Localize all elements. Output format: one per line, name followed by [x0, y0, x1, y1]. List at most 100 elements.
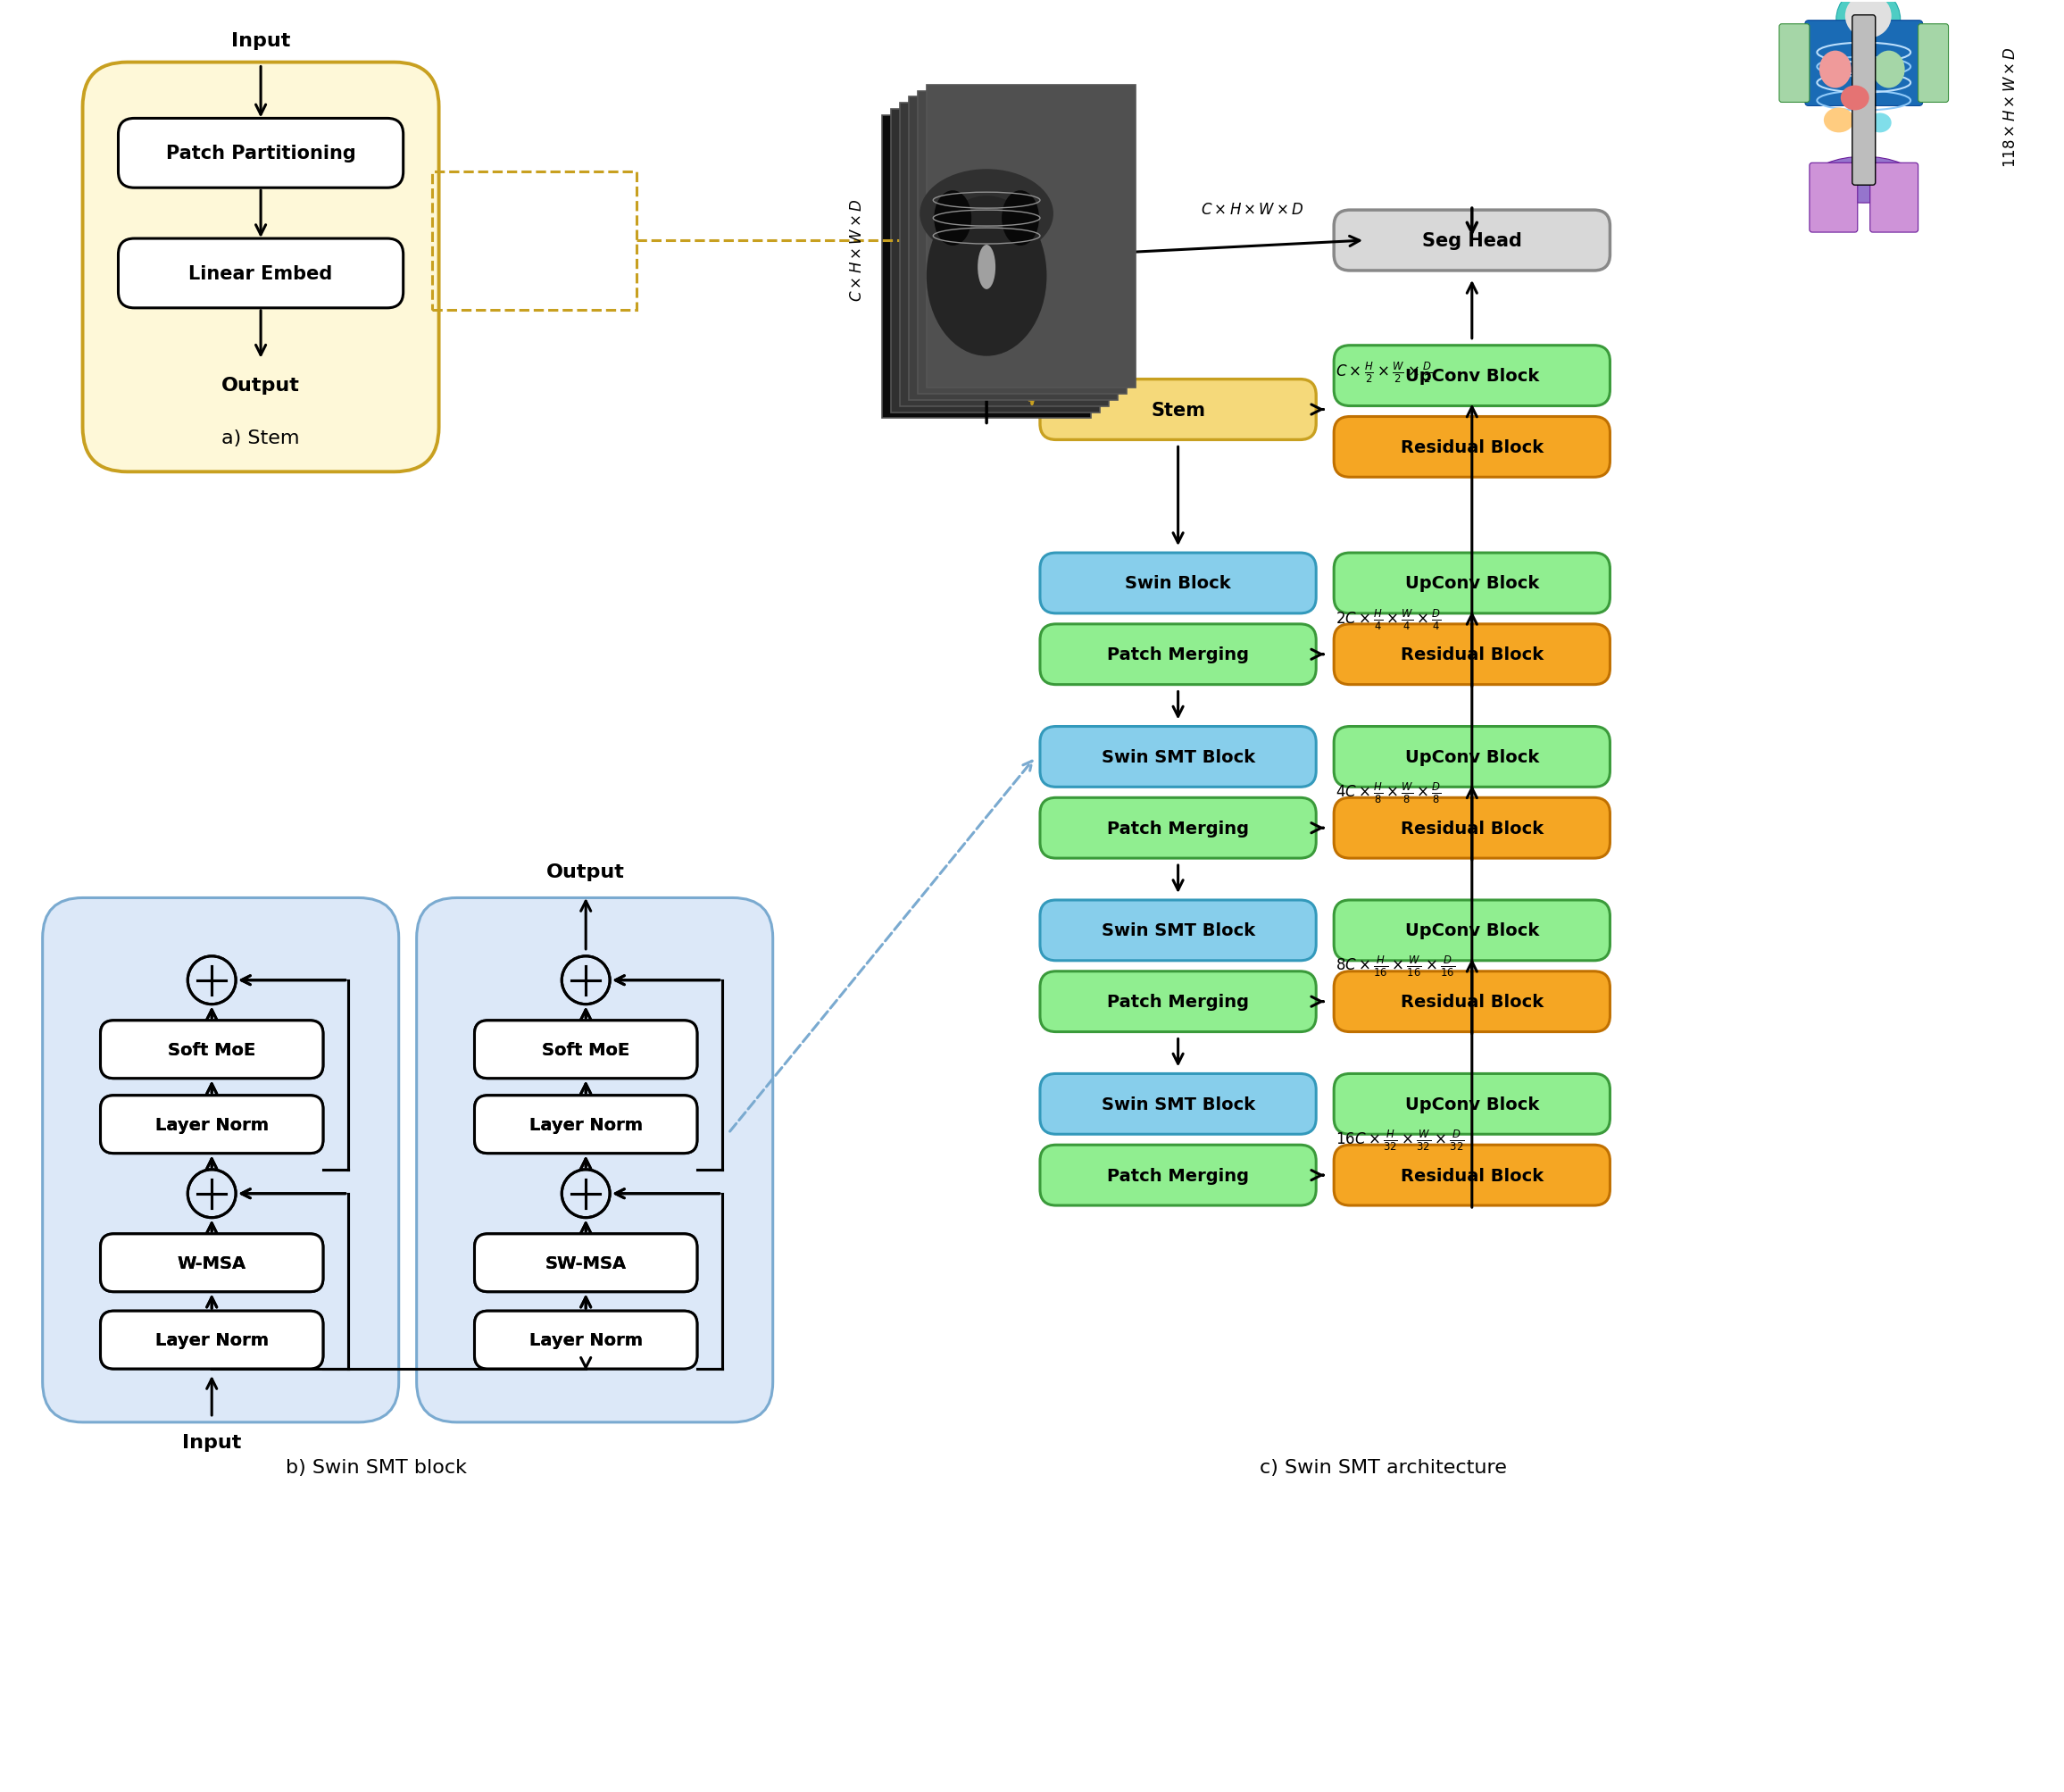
- Ellipse shape: [1868, 113, 1891, 133]
- FancyBboxPatch shape: [1333, 900, 1610, 961]
- FancyBboxPatch shape: [1040, 554, 1317, 615]
- Text: Patch Merging: Patch Merging: [1106, 993, 1249, 1011]
- FancyBboxPatch shape: [908, 99, 1119, 400]
- FancyBboxPatch shape: [101, 1312, 324, 1369]
- Text: Layer Norm: Layer Norm: [155, 1331, 268, 1349]
- FancyBboxPatch shape: [1333, 728, 1610, 787]
- FancyBboxPatch shape: [1748, 0, 1979, 233]
- Text: UpConv Block: UpConv Block: [1406, 367, 1540, 385]
- FancyBboxPatch shape: [1040, 971, 1317, 1032]
- Text: W-MSA: W-MSA: [178, 1254, 246, 1272]
- Text: Layer Norm: Layer Norm: [155, 1116, 268, 1133]
- Text: Residual Block: Residual Block: [1401, 439, 1544, 455]
- FancyBboxPatch shape: [1333, 797, 1610, 858]
- Text: Patch Merging: Patch Merging: [1106, 821, 1249, 837]
- FancyBboxPatch shape: [1779, 25, 1810, 104]
- FancyBboxPatch shape: [475, 1095, 698, 1154]
- Text: Residual Block: Residual Block: [1401, 993, 1544, 1011]
- Ellipse shape: [1845, 0, 1891, 39]
- FancyBboxPatch shape: [1040, 1145, 1317, 1206]
- Text: a) Stem: a) Stem: [221, 430, 299, 448]
- FancyBboxPatch shape: [1333, 554, 1610, 615]
- Text: c) Swin SMT architecture: c) Swin SMT architecture: [1259, 1459, 1507, 1477]
- FancyBboxPatch shape: [43, 898, 398, 1423]
- Text: Residual Block: Residual Block: [1401, 1167, 1544, 1185]
- FancyBboxPatch shape: [475, 1021, 698, 1079]
- Text: UpConv Block: UpConv Block: [1406, 1095, 1540, 1113]
- Text: $118\times H\times W\times D$: $118\times H\times W\times D$: [2002, 47, 2019, 168]
- Text: Layer Norm: Layer Norm: [155, 1331, 268, 1349]
- FancyBboxPatch shape: [927, 86, 1135, 387]
- Text: $2C\times\frac{H}{4}\times\frac{W}{4}\times\frac{D}{4}$: $2C\times\frac{H}{4}\times\frac{W}{4}\ti…: [1335, 607, 1443, 631]
- Text: UpConv Block: UpConv Block: [1406, 923, 1540, 939]
- Text: Soft MoE: Soft MoE: [167, 1041, 256, 1059]
- Text: Swin Block: Swin Block: [1125, 575, 1230, 591]
- Text: Patch Merging: Patch Merging: [1106, 647, 1249, 663]
- Text: SW-MSA: SW-MSA: [545, 1254, 627, 1272]
- Text: Swin SMT Block: Swin SMT Block: [1102, 1095, 1255, 1113]
- FancyBboxPatch shape: [1810, 163, 1858, 233]
- FancyBboxPatch shape: [1040, 797, 1317, 858]
- FancyBboxPatch shape: [1917, 25, 1948, 104]
- FancyBboxPatch shape: [900, 104, 1108, 407]
- Bar: [431, 172, 636, 310]
- Text: Soft MoE: Soft MoE: [543, 1041, 630, 1059]
- Text: Layer Norm: Layer Norm: [528, 1116, 642, 1133]
- Text: Swin SMT Block: Swin SMT Block: [1102, 749, 1255, 765]
- Text: SW-MSA: SW-MSA: [545, 1254, 627, 1272]
- FancyBboxPatch shape: [101, 1235, 324, 1292]
- FancyBboxPatch shape: [1806, 22, 1922, 106]
- Text: UpConv Block: UpConv Block: [1406, 575, 1540, 591]
- Text: W-MSA: W-MSA: [178, 1254, 246, 1272]
- Ellipse shape: [1872, 52, 1905, 90]
- Ellipse shape: [978, 246, 995, 290]
- Text: Soft MoE: Soft MoE: [167, 1041, 256, 1059]
- FancyBboxPatch shape: [83, 63, 440, 473]
- FancyBboxPatch shape: [475, 1021, 698, 1079]
- FancyBboxPatch shape: [475, 1312, 698, 1369]
- Text: Swin SMT Block: Swin SMT Block: [1102, 923, 1255, 939]
- Text: UpConv Block: UpConv Block: [1406, 749, 1540, 765]
- Text: $C\times H\times W\times D$: $C\times H\times W\times D$: [850, 199, 865, 301]
- Ellipse shape: [1841, 86, 1870, 111]
- FancyBboxPatch shape: [1040, 625, 1317, 685]
- Text: Input: Input: [231, 32, 291, 50]
- FancyBboxPatch shape: [101, 1312, 324, 1369]
- Ellipse shape: [1825, 108, 1853, 133]
- FancyBboxPatch shape: [892, 109, 1100, 412]
- Text: Output: Output: [547, 864, 625, 882]
- FancyBboxPatch shape: [101, 1021, 324, 1079]
- FancyBboxPatch shape: [1333, 346, 1610, 407]
- FancyBboxPatch shape: [918, 91, 1127, 394]
- Text: b) Swin SMT block: b) Swin SMT block: [287, 1459, 466, 1477]
- FancyBboxPatch shape: [881, 116, 1092, 419]
- Text: Patch Merging: Patch Merging: [1106, 1167, 1249, 1185]
- FancyBboxPatch shape: [101, 1235, 324, 1292]
- Ellipse shape: [1818, 52, 1851, 90]
- Text: $4C\times\frac{H}{8}\times\frac{W}{8}\times\frac{D}{8}$: $4C\times\frac{H}{8}\times\frac{W}{8}\ti…: [1335, 781, 1443, 805]
- Text: Output: Output: [221, 376, 299, 394]
- FancyBboxPatch shape: [1333, 418, 1610, 478]
- FancyBboxPatch shape: [101, 1021, 324, 1079]
- Text: Layer Norm: Layer Norm: [528, 1331, 642, 1349]
- Ellipse shape: [927, 197, 1046, 357]
- Text: Seg Head: Seg Head: [1422, 233, 1521, 249]
- FancyBboxPatch shape: [101, 1095, 324, 1154]
- Ellipse shape: [1001, 192, 1038, 246]
- FancyBboxPatch shape: [1040, 900, 1317, 961]
- FancyBboxPatch shape: [475, 1095, 698, 1154]
- FancyBboxPatch shape: [417, 898, 772, 1423]
- FancyBboxPatch shape: [1333, 625, 1610, 685]
- FancyBboxPatch shape: [1040, 380, 1317, 441]
- Text: Patch Partitioning: Patch Partitioning: [165, 145, 355, 163]
- FancyBboxPatch shape: [1040, 728, 1317, 787]
- Text: $8C\times\frac{H}{16}\times\frac{W}{16}\times\frac{D}{16}$: $8C\times\frac{H}{16}\times\frac{W}{16}\…: [1335, 953, 1455, 978]
- FancyBboxPatch shape: [118, 238, 402, 308]
- Text: Layer Norm: Layer Norm: [155, 1116, 268, 1133]
- FancyBboxPatch shape: [1851, 16, 1876, 186]
- Text: $C\times H\times W\times D$: $C\times H\times W\times D$: [1201, 202, 1304, 219]
- Text: $16C\times\frac{H}{32}\times\frac{W}{32}\times\frac{D}{32}$: $16C\times\frac{H}{32}\times\frac{W}{32}…: [1335, 1127, 1465, 1152]
- FancyBboxPatch shape: [1333, 211, 1610, 271]
- Text: Input: Input: [182, 1434, 241, 1452]
- FancyBboxPatch shape: [1870, 163, 1917, 233]
